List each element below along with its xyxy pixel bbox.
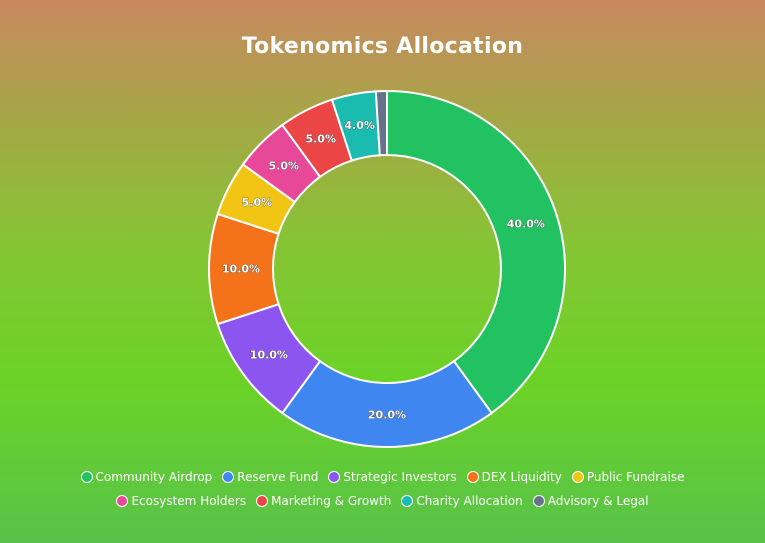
legend-swatch [116,495,129,507]
legend-label: DEX Liquidity [481,470,562,484]
legend-label: Advisory & Legal [547,494,649,508]
legend-swatch [401,495,414,507]
legend-item-marketing-and-growth[interactable]: Marketing & Growth [256,494,391,508]
legend-label: Charity Allocation [416,494,523,508]
legend-swatch [571,471,584,483]
legend-swatch [80,471,93,483]
legend-item-public-fundraise[interactable]: Public Fundraise [571,470,685,484]
slice-label-public-fundraise: 5.0% [242,196,273,209]
slice-label-reserve-fund: 20.0% [368,409,406,422]
legend-label: Marketing & Growth [271,494,392,508]
slice-community-airdrop[interactable] [386,89,566,415]
legend-swatch [222,471,235,483]
legend-item-community-airdrop[interactable]: Community Airdrop [80,470,213,484]
legend-swatch [256,495,269,507]
slice-label-dex-liquidity: 10.0% [222,263,260,276]
legend-label: Strategic Investors [343,470,457,484]
slice-label-strategic-investors: 10.0% [250,348,288,361]
legend-item-dex-liquidity[interactable]: DEX Liquidity [466,470,562,484]
legend-item-advisory-and-legal[interactable]: Advisory & Legal [532,494,649,508]
legend-label: Ecosystem Holders [131,494,247,508]
legend-row-2: Ecosystem Holders Marketing & Growth Chari… [0,494,765,508]
legend-item-strategic-investors[interactable]: Strategic Investors [328,470,457,484]
legend-row-1: Community Airdrop Reserve Fund Strategic I… [0,470,765,484]
legend-item-charity-allocation[interactable]: Charity Allocation [401,494,523,508]
legend-swatch [466,471,479,483]
legend-label: Community Airdrop [95,470,213,484]
legend-label: Reserve Fund [237,470,319,484]
slice-label-charity-allocation: 4.0% [344,119,375,132]
legend-label: Public Fundraise [586,470,685,484]
legend-swatch [532,495,545,507]
slice-label-community-airdrop: 40.0% [507,217,545,230]
legend-swatch [328,471,341,483]
slice-label-ecosystem-holders: 5.0% [269,159,300,172]
legend-item-ecosystem-holders[interactable]: Ecosystem Holders [116,494,246,508]
slice-advisory-and-legal[interactable] [374,89,388,157]
slice-label-marketing-and-growth: 5.0% [305,132,336,145]
slice-reserve-fund[interactable] [280,359,494,448]
legend-item-reserve-fund[interactable]: Reserve Fund [222,470,318,484]
chart-title: Tokenomics Allocation [241,34,524,59]
